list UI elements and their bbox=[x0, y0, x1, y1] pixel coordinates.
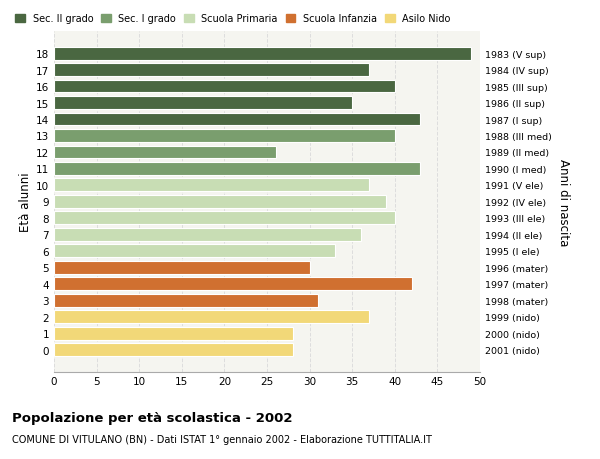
Bar bbox=[54, 48, 472, 61]
Bar bbox=[54, 327, 293, 340]
Bar bbox=[54, 343, 293, 356]
Text: COMUNE DI VITULANO (BN) - Dati ISTAT 1° gennaio 2002 - Elaborazione TUTTITALIA.I: COMUNE DI VITULANO (BN) - Dati ISTAT 1° … bbox=[12, 434, 432, 444]
Bar bbox=[54, 162, 421, 175]
Bar bbox=[54, 311, 369, 324]
Bar bbox=[54, 294, 318, 307]
Bar bbox=[54, 80, 395, 93]
Bar bbox=[54, 196, 386, 208]
Bar bbox=[54, 278, 412, 291]
Text: Popolazione per età scolastica - 2002: Popolazione per età scolastica - 2002 bbox=[12, 411, 293, 424]
Y-axis label: Età alunni: Età alunni bbox=[19, 172, 32, 232]
Bar bbox=[54, 245, 335, 257]
Bar bbox=[54, 97, 352, 110]
Legend: Sec. II grado, Sec. I grado, Scuola Primaria, Scuola Infanzia, Asilo Nido: Sec. II grado, Sec. I grado, Scuola Prim… bbox=[15, 14, 451, 24]
Bar bbox=[54, 64, 369, 77]
Y-axis label: Anni di nascita: Anni di nascita bbox=[557, 158, 570, 246]
Bar bbox=[54, 212, 395, 225]
Bar bbox=[54, 146, 275, 159]
Bar bbox=[54, 130, 395, 143]
Bar bbox=[54, 179, 369, 192]
Bar bbox=[54, 261, 310, 274]
Bar bbox=[54, 229, 361, 241]
Bar bbox=[54, 113, 421, 126]
